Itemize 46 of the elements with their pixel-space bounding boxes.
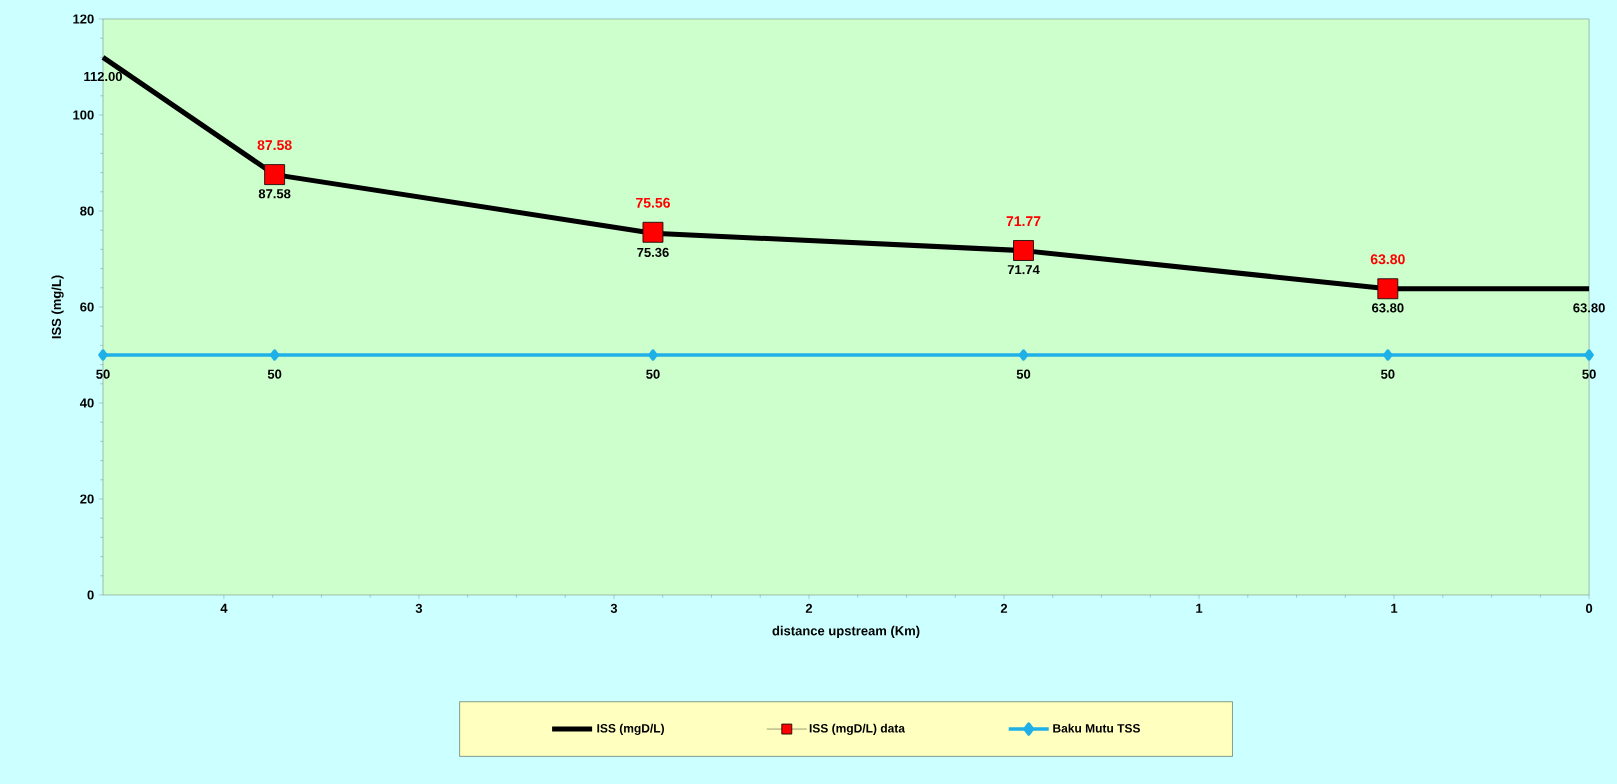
y-tick-label: 40	[79, 398, 94, 408]
point	[1377, 278, 1399, 300]
point	[269, 349, 280, 361]
x-tick-label: 2	[1000, 603, 1008, 613]
point	[1584, 349, 1594, 361]
data-label: 87.58	[258, 189, 291, 199]
y-tick-label: 120	[73, 14, 94, 24]
x-tick-label: 3	[415, 603, 423, 613]
point	[1013, 240, 1034, 261]
data-label: 50	[646, 369, 660, 379]
data-label: 112.00	[84, 71, 122, 82]
data-label: 71.77	[1006, 216, 1041, 226]
data-label: 50	[267, 369, 282, 379]
x-tick-label: 4	[220, 603, 228, 613]
x-tick-label: 3	[610, 603, 618, 613]
point	[648, 349, 658, 361]
data-label: 63.80	[1573, 303, 1605, 313]
legend-label: Baku Mutu TSS	[1053, 723, 1140, 733]
x-axis-title: distance upstream (Km)	[772, 625, 920, 638]
x-tick-label: 1	[1196, 603, 1203, 613]
point	[264, 164, 286, 185]
x-tick-label: 1	[1391, 603, 1398, 613]
y-axis-title: ISS (mg/L)	[51, 275, 64, 339]
point	[1018, 349, 1029, 361]
legend-label: ISS (mgD/L)	[597, 723, 664, 735]
data-label: 63.80	[1372, 303, 1404, 313]
y-tick-label: 60	[80, 302, 94, 312]
data-label: 50	[1381, 369, 1395, 379]
data-label: 75.56	[636, 197, 670, 208]
y-tick-label: 20	[80, 494, 94, 504]
x-tick-label: 0	[1585, 603, 1593, 613]
data-label: 71.74	[1007, 265, 1040, 275]
data-label: 75.36	[637, 247, 669, 258]
data-label: 50	[96, 369, 110, 379]
point	[1383, 349, 1393, 361]
data-label: 87.58	[257, 140, 292, 151]
data-label: 50	[1582, 369, 1596, 379]
x-tick-label: 2	[805, 603, 813, 613]
point	[98, 349, 108, 361]
y-tick-label: 100	[73, 110, 94, 120]
point	[642, 221, 664, 243]
data-label: 50	[1016, 369, 1031, 379]
y-tick-label: 80	[80, 206, 94, 216]
data-label: 63.80	[1370, 254, 1405, 265]
legend-label: ISS (mgD/L) data	[809, 723, 906, 735]
y-tick-label: 0	[87, 590, 94, 600]
